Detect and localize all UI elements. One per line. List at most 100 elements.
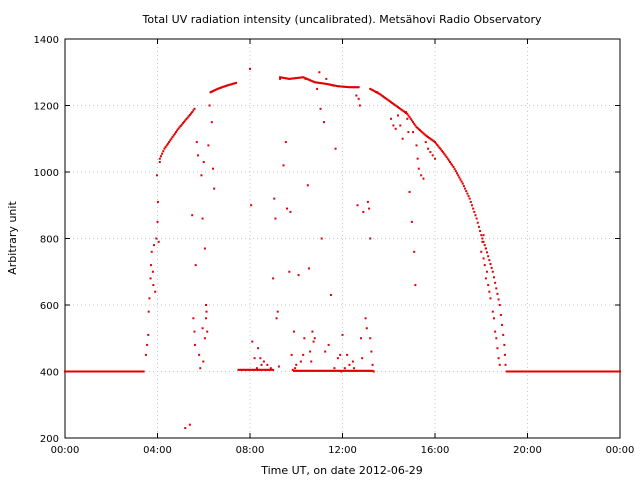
- data-point: [393, 103, 396, 106]
- data-point: [452, 166, 455, 169]
- data-point: [121, 370, 124, 373]
- data-point: [307, 78, 310, 81]
- data-point: [383, 96, 386, 99]
- data-point: [109, 370, 112, 373]
- data-point: [319, 82, 322, 85]
- data-point: [312, 340, 315, 343]
- data-point: [250, 204, 253, 207]
- data-point: [369, 337, 372, 340]
- data-point: [402, 110, 405, 113]
- data-point: [87, 370, 90, 373]
- data-point: [436, 143, 439, 146]
- plot-frame: [64, 38, 621, 439]
- data-point: [313, 81, 316, 84]
- data-point: [495, 337, 498, 340]
- data-point: [427, 147, 430, 150]
- data-point: [342, 85, 345, 88]
- data-point: [212, 90, 214, 93]
- data-point: [510, 370, 513, 373]
- data-point: [467, 195, 470, 198]
- data-point: [371, 369, 374, 372]
- data-point: [208, 104, 211, 107]
- data-point: [390, 117, 393, 120]
- data-point: [604, 370, 607, 373]
- data-point: [435, 142, 438, 145]
- data-point: [321, 369, 324, 372]
- data-point: [72, 370, 75, 373]
- data-point: [184, 427, 187, 430]
- data-point: [587, 370, 590, 373]
- data-point: [165, 144, 168, 147]
- data-point: [613, 370, 616, 373]
- data-point: [533, 370, 536, 373]
- data-point: [407, 131, 410, 134]
- data-point: [326, 369, 329, 372]
- data-point: [329, 83, 332, 86]
- data-point: [205, 304, 208, 306]
- data-point: [142, 370, 145, 373]
- data-point: [297, 369, 300, 372]
- grid-lines: [65, 39, 620, 438]
- data-point: [593, 370, 596, 373]
- data-point: [316, 369, 319, 372]
- data-point: [509, 370, 512, 373]
- data-point: [524, 370, 527, 373]
- data-point: [75, 370, 78, 373]
- data-point: [125, 370, 128, 373]
- data-point: [93, 370, 96, 373]
- data-point: [309, 350, 312, 353]
- data-point: [503, 343, 506, 346]
- data-point: [357, 97, 360, 100]
- data-point: [347, 369, 350, 372]
- data-point: [430, 138, 433, 141]
- data-point: [270, 368, 273, 371]
- data-point: [115, 370, 118, 373]
- data-point: [337, 369, 340, 372]
- data-point: [353, 369, 356, 372]
- data-point: [179, 125, 182, 127]
- data-point: [268, 368, 271, 371]
- data-point: [545, 370, 548, 373]
- data-point: [521, 370, 524, 373]
- data-point: [457, 174, 460, 177]
- data-point: [328, 369, 331, 372]
- data-point: [332, 84, 335, 87]
- data-point: [213, 187, 216, 190]
- data-point: [260, 363, 263, 366]
- data-point: [480, 234, 483, 237]
- data-point: [483, 244, 486, 247]
- data-point: [499, 313, 502, 316]
- data-point: [185, 118, 188, 121]
- data-point: [266, 368, 269, 371]
- data-point: [548, 370, 551, 373]
- data-point: [443, 152, 446, 155]
- data-point: [297, 274, 300, 277]
- data-point: [339, 85, 342, 88]
- data-point: [522, 370, 525, 373]
- data-point: [564, 370, 567, 373]
- data-point: [331, 369, 334, 372]
- data-point: [358, 369, 361, 372]
- data-point: [202, 360, 205, 363]
- data-point: [386, 98, 389, 101]
- data-point: [175, 131, 177, 134]
- data-point: [495, 287, 498, 290]
- data-point: [392, 102, 395, 105]
- data-point: [530, 370, 533, 373]
- data-point: [453, 168, 456, 171]
- data-point: [543, 370, 546, 373]
- data-point: [326, 83, 329, 86]
- data-point: [334, 369, 337, 372]
- data-point: [188, 423, 191, 426]
- data-point: [617, 370, 620, 373]
- data-point: [288, 270, 291, 273]
- data-point: [194, 264, 197, 267]
- data-point: [444, 154, 447, 157]
- data-point: [464, 187, 467, 190]
- data-point: [341, 333, 344, 336]
- data-point: [381, 95, 384, 98]
- data-point: [473, 210, 476, 213]
- data-point: [399, 124, 402, 127]
- data-point: [257, 368, 260, 371]
- data-point: [489, 297, 492, 300]
